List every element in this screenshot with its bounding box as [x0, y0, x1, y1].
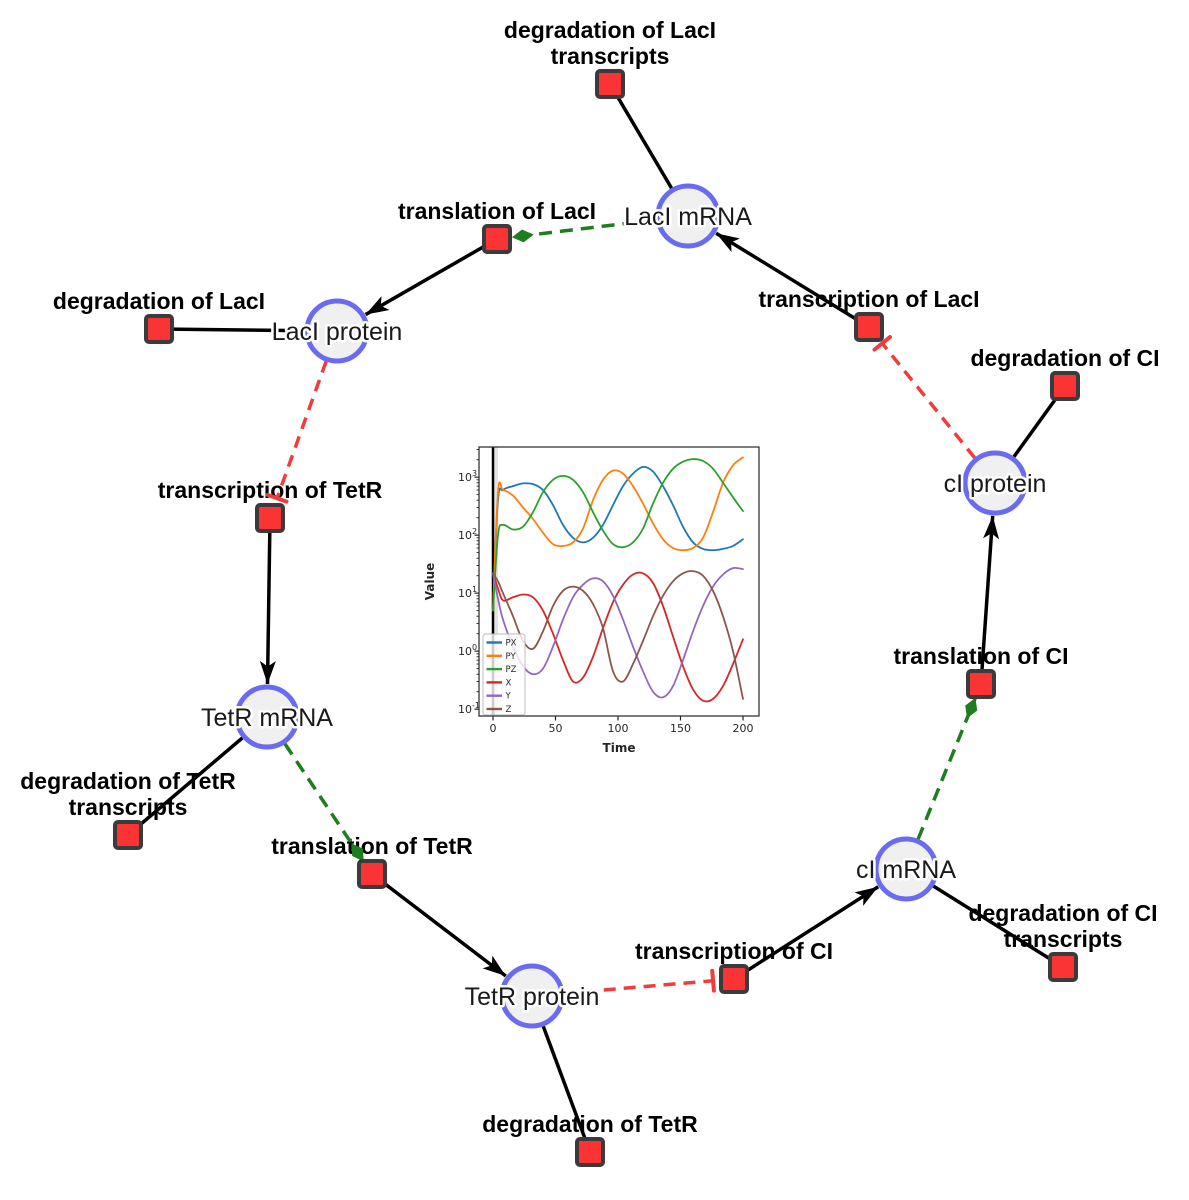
legend-label-z: Z: [506, 705, 512, 715]
edge-product-transl-ci-to-ci-prot: [979, 515, 1000, 685]
reaction-node-tc-tetr[interactable]: [255, 503, 285, 533]
edge-product-transl-laci-to-laci-prot: [364, 237, 498, 317]
reaction-node-deg-laci[interactable]: [144, 314, 174, 344]
reaction-node-transl-ci[interactable]: [966, 669, 996, 699]
edge-inhibitor-tetr-prot-to-tc-ci: [563, 968, 716, 996]
reaction-label-tc-tetr: transcription of TetR: [158, 477, 383, 503]
reaction-node-deg-tetr[interactable]: [575, 1137, 605, 1167]
y-tick-label: 101: [458, 585, 477, 600]
reaction-node-deg-laci-tx[interactable]: [595, 69, 625, 99]
edge-product-tc-tetr-to-tetr-mrna: [259, 517, 276, 685]
species-node-laci-mrna[interactable]: [655, 183, 721, 249]
x-tick-label: 100: [608, 722, 629, 735]
legend-label-x: X: [506, 678, 512, 688]
species-node-ci-mrna[interactable]: [873, 836, 939, 902]
species-node-tetr-prot[interactable]: [499, 963, 565, 1029]
edge-inhibitor-ci-prot-to-tc-laci: [872, 335, 977, 460]
plot-legend: PX PY PZ XYZ: [482, 633, 526, 716]
reaction-label-deg-laci-tx: transcripts: [551, 43, 670, 69]
legend-label-y: Y: [505, 692, 512, 702]
reaction-node-tc-laci[interactable]: [854, 312, 884, 342]
species-label-tetr-mrna: TetR mRNA: [201, 704, 333, 732]
legend-label-px: PX: [506, 639, 517, 649]
reaction-label-transl-laci: translation of LacI: [398, 198, 596, 224]
reaction-node-transl-tetr[interactable]: [357, 859, 387, 889]
reaction-label-tc-laci: transcription of LacI: [758, 286, 979, 312]
legend-label-py: PY: [506, 652, 517, 662]
reaction-label-deg-ci: degradation of CI: [970, 345, 1159, 371]
inset-plot: 0 50 100 150 20010310210110010-1TimeValuePXP…: [423, 446, 760, 755]
series-line-y: [492, 566, 744, 699]
edge-modifier-laci-mrna-to-transl-laci: [511, 218, 657, 243]
species-label-laci-prot: LacI protein: [272, 318, 403, 346]
reaction-label-deg-ci-tx: transcripts: [1004, 926, 1123, 952]
species-label-ci-prot: cI protein: [944, 470, 1047, 498]
series-line-z: [492, 570, 744, 700]
reaction-label-deg-laci-tx: degradation of LacI: [504, 17, 716, 43]
reaction-node-deg-ci[interactable]: [1050, 371, 1080, 401]
x-tick-label: 150: [670, 722, 691, 735]
species-node-tetr-mrna[interactable]: [234, 684, 300, 750]
x-axis-label: Time: [603, 741, 636, 755]
edge-modifier-tetr-mrna-to-transl-tetr: [283, 742, 366, 863]
edge-modifier-ci-mrna-to-transl-ci: [916, 697, 978, 841]
y-axis-label: Value: [423, 563, 437, 601]
x-tick-label: 200: [733, 722, 754, 735]
series-line-px: [492, 465, 744, 612]
reaction-node-deg-tetr-tx[interactable]: [113, 820, 143, 850]
y-tick-label: 102: [458, 527, 477, 542]
edge-product-tc-ci-to-ci-mrna: [733, 885, 880, 981]
species-label-tetr-prot: TetR protein: [465, 983, 600, 1011]
species-label-ci-mrna: cI mRNA: [856, 856, 956, 884]
reaction-label-deg-ci-tx: degradation of CI: [968, 900, 1157, 926]
species-label-laci-mrna: LacI mRNA: [624, 203, 752, 231]
y-tick-label: 10-1: [458, 701, 480, 716]
x-tick-label: 50: [549, 722, 563, 735]
y-tick-label: 100: [458, 643, 477, 658]
reaction-label-deg-tetr: degradation of TetR: [482, 1111, 698, 1137]
plot-frame: [478, 446, 760, 717]
reaction-label-deg-tetr-tx: transcripts: [69, 794, 188, 820]
x-tick-label: 0: [490, 722, 497, 735]
species-node-laci-prot[interactable]: [304, 298, 370, 364]
species-node-ci-prot[interactable]: [962, 450, 1028, 516]
reaction-label-transl-tetr: translation of TetR: [271, 833, 473, 859]
reaction-node-tc-ci[interactable]: [719, 964, 749, 994]
y-tick-label: 103: [458, 469, 477, 484]
series-line-x: [492, 571, 744, 703]
reaction-node-deg-ci-tx[interactable]: [1048, 952, 1078, 982]
series-line-pz: [492, 458, 744, 612]
legend-label-pz: PZ: [506, 665, 517, 675]
edge-product-tc-laci-to-laci-mrna: [715, 231, 870, 329]
edge-product-transl-tetr-to-tetr-prot: [370, 872, 507, 978]
reaction-label-deg-laci: degradation of LacI: [53, 288, 265, 314]
edge-inhibitor-laci-prot-to-tc-tetr: [265, 360, 328, 504]
series-line-py: [492, 456, 744, 612]
reaction-label-tc-ci: transcription of CI: [635, 938, 833, 964]
reaction-node-transl-laci[interactable]: [482, 224, 512, 254]
